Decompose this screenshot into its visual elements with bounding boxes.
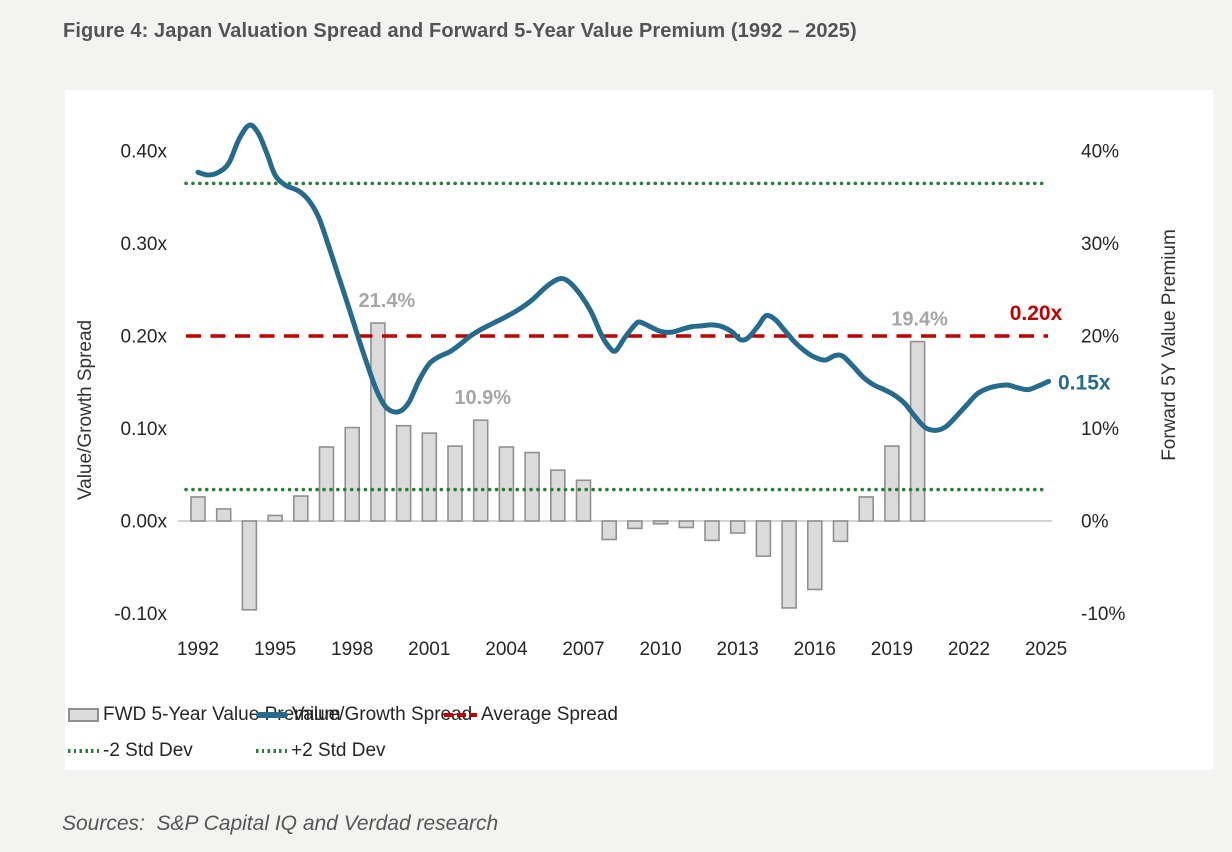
right-axis-tick: 30% [1081, 234, 1119, 255]
left-axis-tick: 0.00x [121, 512, 168, 533]
dotted-line-swatch-icon [68, 749, 99, 753]
right-axis-tick: 0% [1081, 512, 1109, 533]
fwd-premium-bar [909, 340, 926, 522]
fwd-premium-bar [447, 445, 463, 522]
dashed-line-swatch-icon [444, 713, 477, 717]
x-axis-tick: 1998 [331, 639, 373, 660]
x-axis-tick: 2001 [408, 639, 450, 660]
x-axis-tick: 2010 [639, 639, 681, 660]
left-axis-tick: 0.40x [121, 142, 168, 163]
fwd-premium-bar [190, 496, 206, 522]
left-axis-tick: 0.10x [121, 419, 168, 440]
x-axis-tick: 1995 [254, 639, 296, 660]
fwd-premium-bar [652, 520, 669, 525]
average-spread-label: 0.20x [1010, 302, 1063, 325]
bar-value-annotation: 10.9% [454, 387, 511, 409]
fwd-premium-bar [370, 322, 386, 522]
legend-label: Average Spread [481, 704, 618, 725]
right-axis-title: Forward 5Y Value Premium [1159, 229, 1180, 461]
x-axis-tick: 2013 [717, 639, 759, 660]
legend-label: Value/Growth Spread [292, 704, 473, 725]
line-swatch-icon [256, 712, 288, 718]
value-growth-spread-line [195, 122, 1052, 433]
fwd-premium-bar [729, 520, 746, 534]
fwd-premium-bar [806, 520, 823, 591]
chart-panel: 0.40x 0.30x 0.20x 0.10x 0.00x -0.10x 40% 30% 20%… [65, 90, 1213, 770]
fwd-premium-bar [344, 426, 361, 522]
x-axis-tick: 2022 [948, 639, 990, 660]
figure-title: Figure 4: Japan Valuation Spread and For… [63, 20, 857, 42]
legend-item-average-spread: Average Spread [444, 704, 618, 725]
dotted-line-swatch-icon [256, 749, 287, 753]
fwd-premium-bar [755, 520, 772, 557]
legend-label: FWD 5-Year Value Premium [103, 704, 341, 725]
legend-label: -2 Std Dev [103, 740, 193, 761]
legend-label: +2 Std Dev [291, 740, 386, 761]
line-end-label: 0.15x [1058, 371, 1111, 394]
fwd-premium-bar [318, 446, 335, 522]
fwd-premium-bar [498, 446, 515, 522]
fwd-premium-bar [395, 424, 412, 522]
fwd-premium-bar [524, 451, 540, 522]
x-axis-tick: 2004 [485, 639, 528, 660]
fwd-premium-bar [832, 520, 849, 543]
left-axis-tick: -0.10x [114, 604, 167, 625]
right-axis-tick: -10% [1081, 604, 1125, 625]
fwd-premium-bar [601, 520, 618, 541]
fwd-premium-bar [575, 479, 592, 522]
fwd-premium-bar [472, 419, 489, 522]
left-axis-tick: 0.20x [121, 327, 168, 348]
right-axis-tick: 10% [1081, 419, 1119, 440]
right-axis-tick: 40% [1081, 142, 1119, 163]
bar-value-annotation: 19.4% [891, 309, 948, 331]
fwd-premium-bar [421, 432, 438, 522]
legend-item-fwd-premium: FWD 5-Year Value Premium [68, 704, 341, 725]
x-axis-tick: 1992 [177, 639, 219, 660]
fwd-premium-bar [267, 514, 283, 522]
legend-item-plus2-std: +2 Std Dev [256, 740, 386, 761]
legend-item-value-growth-spread: Value/Growth Spread [256, 704, 473, 725]
x-axis-tick: 2019 [871, 639, 913, 660]
left-axis-title: Value/Growth Spread [75, 319, 96, 501]
fwd-premium-bar [678, 520, 695, 529]
left-axis-tick: 0.30x [121, 234, 168, 255]
fwd-premium-bar [781, 520, 797, 609]
fwd-premium-bar [858, 496, 875, 522]
fwd-premium-bar [627, 520, 643, 530]
right-axis-tick: 20% [1081, 327, 1119, 348]
fwd-premium-bar [292, 495, 309, 522]
sources-note: Sources: S&P Capital IQ and Verdad resea… [62, 812, 499, 835]
x-axis-tick: 2007 [562, 639, 604, 660]
x-axis-tick: 2016 [794, 639, 836, 660]
bar-value-annotation: 21.4% [359, 290, 416, 312]
fwd-premium-bar [884, 445, 900, 522]
bar-swatch-icon [68, 708, 99, 722]
fwd-premium-bar [549, 469, 566, 522]
x-axis-tick: 2025 [1025, 639, 1067, 660]
fwd-premium-bar [215, 508, 232, 522]
legend-item-minus2-std: -2 Std Dev [68, 740, 193, 761]
fwd-premium-bar [704, 520, 720, 542]
fwd-premium-bar [241, 520, 258, 611]
chart-canvas: 0.40x 0.30x 0.20x 0.10x 0.00x -0.10x 40% 30% 20%… [114, 122, 1125, 660]
